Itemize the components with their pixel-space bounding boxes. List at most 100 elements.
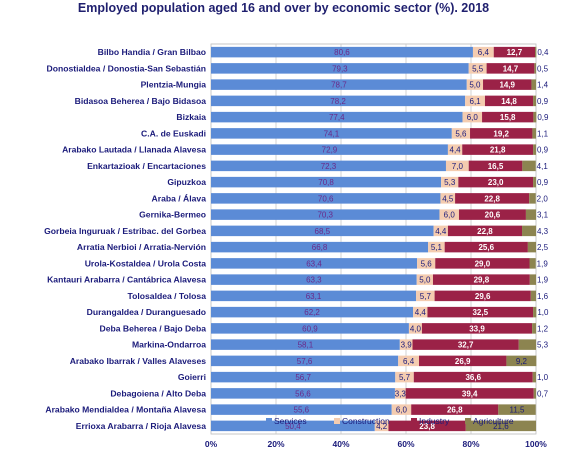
data-label: 77,4 (329, 113, 345, 122)
data-label: 5,0 (469, 81, 481, 90)
data-label: 14,9 (499, 81, 515, 90)
bar-segment-construction (408, 323, 422, 334)
bar-segment-services (211, 209, 440, 220)
category-label: Arabako Ibarrak / Valles Alaveses (70, 356, 207, 366)
data-label: 0,9 (537, 97, 549, 106)
bar-segment-industry (455, 193, 530, 204)
legend-label: Agriculture (473, 416, 514, 426)
data-label: 63,3 (306, 276, 322, 285)
legend-label: Services (274, 416, 307, 426)
bar-segment-agriculture (529, 274, 536, 285)
bar-segment-agriculture (533, 111, 537, 123)
data-label: 63,4 (306, 259, 322, 268)
bar-segment-industry (447, 225, 523, 237)
category-label: C.A. de Euskadi (141, 128, 206, 138)
x-tick-label: 0% (205, 439, 218, 449)
data-label: 55,6 (294, 406, 310, 415)
bar-segment-agriculture (529, 258, 536, 269)
data-label: 72,3 (321, 162, 337, 171)
data-label: 11,5 (509, 406, 525, 415)
category-label: Araba / Álava (152, 193, 207, 203)
data-label: 4,5 (442, 194, 454, 203)
data-label: 70,8 (318, 178, 334, 187)
category-label: Gipuzkoa (167, 177, 206, 187)
data-label: 5,6 (421, 259, 433, 268)
data-label: 4,3 (537, 227, 549, 236)
data-label: 74,1 (324, 129, 340, 138)
data-label: 20,6 (485, 211, 501, 220)
bar-segment-agriculture (533, 144, 536, 155)
category-label: Tolosaldea / Tolosa (128, 291, 207, 301)
x-tick-label: 100% (525, 439, 547, 449)
bar-segment-agriculture (533, 306, 537, 318)
bar-segment-agriculture (535, 46, 537, 58)
bar-segment-services (211, 355, 399, 367)
bar-segment-services (211, 46, 473, 58)
data-label: 1,2 (537, 324, 549, 333)
bar-segment-agriculture (527, 241, 536, 253)
bar-segment-construction (416, 274, 433, 285)
category-label: Arabako Lautada / Llanada Alavesa (62, 145, 206, 155)
data-label: 50,4 (285, 422, 301, 431)
data-label: 14,7 (503, 64, 519, 73)
data-label: 7,0 (452, 162, 464, 171)
category-label: Deba Beherea / Bajo Deba (99, 323, 206, 333)
data-label: 14,8 (501, 97, 517, 106)
data-label: 32,7 (458, 341, 474, 350)
data-label: 29,8 (474, 276, 490, 285)
bar-segment-construction (447, 144, 463, 155)
bar-segment-construction (394, 388, 406, 399)
category-label: Kantauri Arabarra / Cantábrica Alavesa (47, 275, 206, 285)
bar-segment-construction (445, 160, 469, 172)
bar-segment-services (211, 128, 452, 139)
bar-segment-industry (493, 46, 536, 58)
legend-swatch (266, 418, 272, 424)
bar-segment-construction (428, 241, 445, 253)
data-label: 79,3 (332, 64, 348, 73)
bar-segment-industry (388, 420, 466, 432)
bar-segment-agriculture (465, 420, 536, 432)
chart-title: Employed population aged 16 and over by … (77, 1, 490, 15)
bar-segment-agriculture (532, 128, 536, 139)
bar-segment-construction (416, 290, 435, 302)
bar-segment-industry (405, 388, 534, 399)
data-label: 4,1 (537, 162, 549, 171)
bar-segment-construction (439, 209, 459, 220)
data-label: 19,2 (493, 129, 509, 138)
data-label: 21,8 (490, 146, 506, 155)
bar-segment-services (211, 404, 392, 415)
data-label: 3,3 (395, 389, 407, 398)
data-label: 2,5 (537, 243, 549, 252)
data-label: 39,4 (462, 389, 478, 398)
bar-segment-services (211, 388, 395, 399)
bar-segment-construction (440, 193, 456, 204)
bar-segment-industry (470, 128, 533, 139)
data-label: 6,0 (444, 211, 456, 220)
data-label: 32,5 (472, 308, 488, 317)
data-label: 4,2 (376, 422, 388, 431)
bar-segment-industry (434, 290, 531, 302)
bar-segment-construction (441, 176, 459, 188)
data-label: 15,8 (500, 113, 516, 122)
bar-segment-agriculture (529, 193, 536, 204)
data-label: 6,4 (478, 48, 490, 57)
data-label: 6,0 (396, 406, 408, 415)
data-label: 5,0 (419, 276, 431, 285)
bar-segment-construction (417, 258, 436, 269)
bar-segment-construction (466, 79, 484, 90)
data-label: 4,0 (410, 324, 422, 333)
bar-segment-services (211, 306, 414, 318)
category-label: Enkartazioak / Encartaciones (87, 161, 206, 171)
data-label: 4,4 (435, 227, 447, 236)
bar-segment-industry (421, 323, 533, 334)
category-label: Arratia Nerbioi / Arratia-Nervión (77, 242, 206, 252)
bar-segment-agriculture (532, 323, 536, 334)
data-label: 2,0 (537, 194, 549, 203)
data-label: 63,1 (306, 292, 322, 301)
data-label: 66,8 (312, 243, 328, 252)
bar-segment-services (211, 274, 417, 285)
data-label: 5,7 (420, 292, 432, 301)
bar-segment-construction (472, 46, 494, 58)
data-label: 1,1 (537, 129, 549, 138)
